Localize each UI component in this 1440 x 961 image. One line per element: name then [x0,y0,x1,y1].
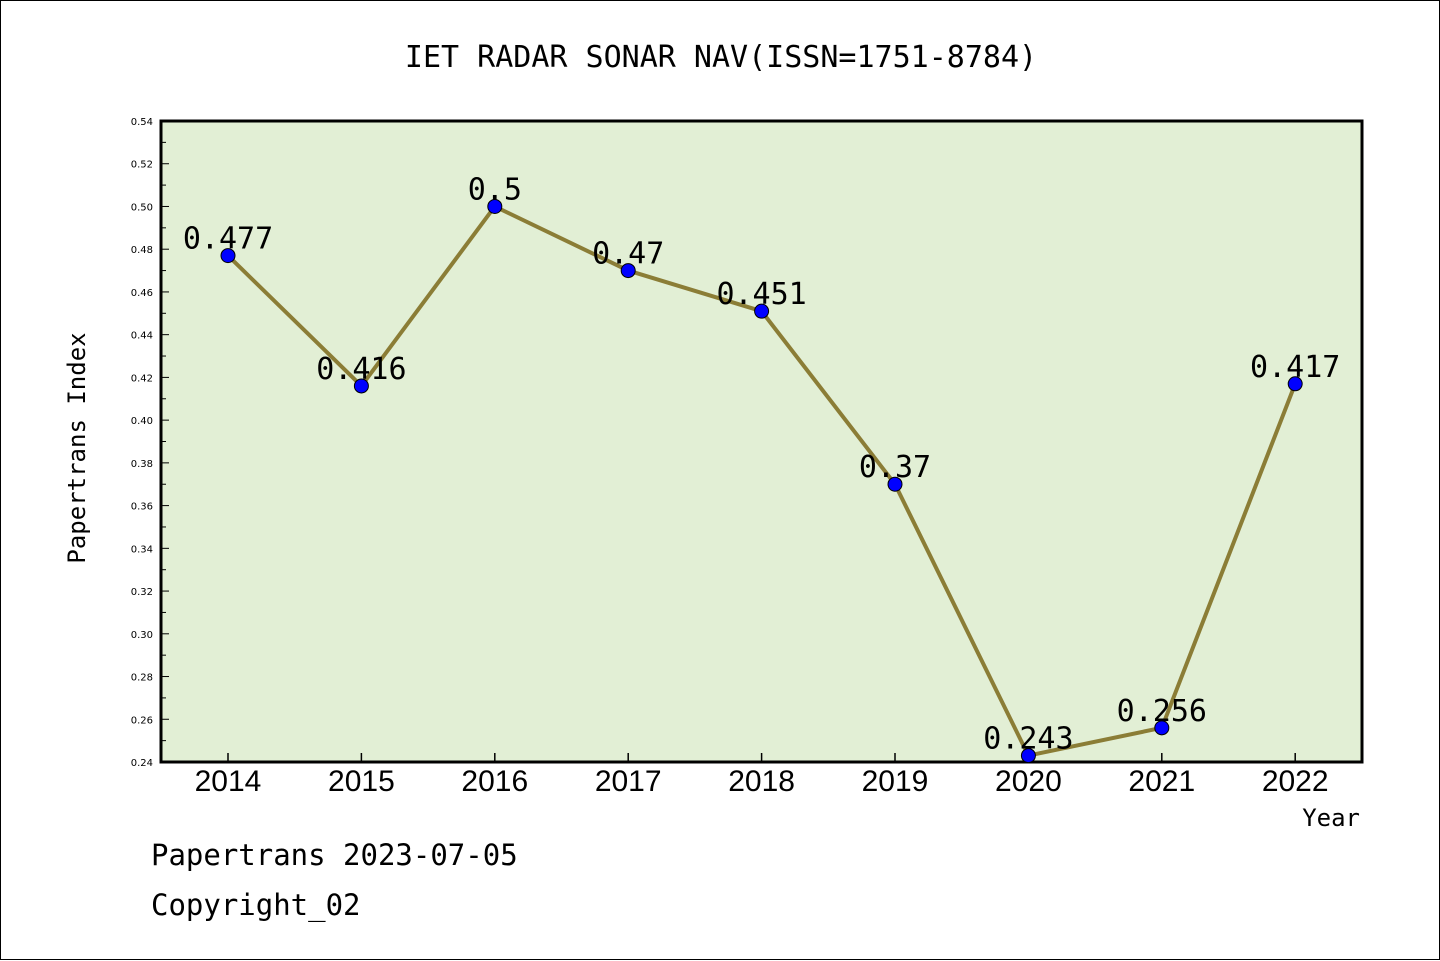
data-point [220,248,236,264]
y-axis-label: Papertrans Index [63,332,91,563]
data-label: 0.417 [1250,350,1340,385]
data-point [887,476,903,492]
y-tick-label: 0.54 [131,117,153,128]
x-tick-label: 2019 [862,765,929,798]
y-tick-label: 0.32 [131,587,153,598]
x-tick-label: 2021 [1128,765,1195,798]
y-tick-label: 0.48 [131,245,153,256]
data-label: 0.47 [592,237,664,272]
data-label: 0.243 [983,722,1073,757]
chart-title: IET RADAR SONAR NAV(ISSN=1751-8784) [405,40,1037,75]
data-label: 0.451 [716,277,806,312]
y-tick-label: 0.52 [131,160,153,171]
data-point [620,263,636,279]
y-tick-label: 0.38 [131,459,153,470]
y-tick-label: 0.28 [131,673,153,684]
data-label: 0.416 [316,352,406,387]
data-points [220,198,1303,764]
data-point [353,378,369,394]
data-label: 0.477 [183,222,273,257]
y-tick-label: 0.24 [131,758,153,769]
data-point [754,303,770,319]
x-tick-label: 2018 [728,765,795,798]
data-point [1154,720,1170,736]
x-tick-label: 2014 [195,765,262,798]
plot-area [159,119,1364,764]
data-point [1020,748,1036,764]
y-tick-label: 0.30 [131,630,153,641]
data-point [487,198,503,214]
y-tick-label: 0.36 [131,502,153,513]
footer-date: Papertrans 2023-07-05 [151,838,518,872]
x-tick-label: 2017 [595,765,662,798]
y-tick-label: 0.44 [131,331,153,342]
data-point [1287,376,1303,392]
y-tick-label: 0.40 [131,416,153,427]
x-tick-label: 2022 [1262,765,1329,798]
y-tick-label: 0.26 [131,715,153,726]
x-tick-label: 2016 [461,765,528,798]
y-tick-label: 0.42 [131,373,153,384]
y-tick-label: 0.34 [131,544,153,555]
data-label: 0.256 [1117,694,1207,729]
data-label: 0.37 [859,450,931,485]
x-tick-label: 2015 [328,765,395,798]
x-axis-label: Year [1302,804,1360,832]
y-axis: 0.24 0.26 0.28 0.30 0.32 0.34 0.36 0.38 0.40 0.42… [131,117,169,769]
y-tick-label: 0.50 [131,202,153,213]
data-labels: 0.477 0.416 0.5 0.47 0.451 0.37 0.243 0.256 0.41… [183,172,1341,756]
data-label: 0.5 [468,172,522,207]
footer-copyright: Copyright_02 [151,888,361,923]
x-axis: 2014 2015 2016 2017 2018 2019 2020 2021 2022 [195,753,1329,798]
y-tick-label: 0.46 [131,288,153,299]
x-tick-label: 2020 [995,765,1062,798]
